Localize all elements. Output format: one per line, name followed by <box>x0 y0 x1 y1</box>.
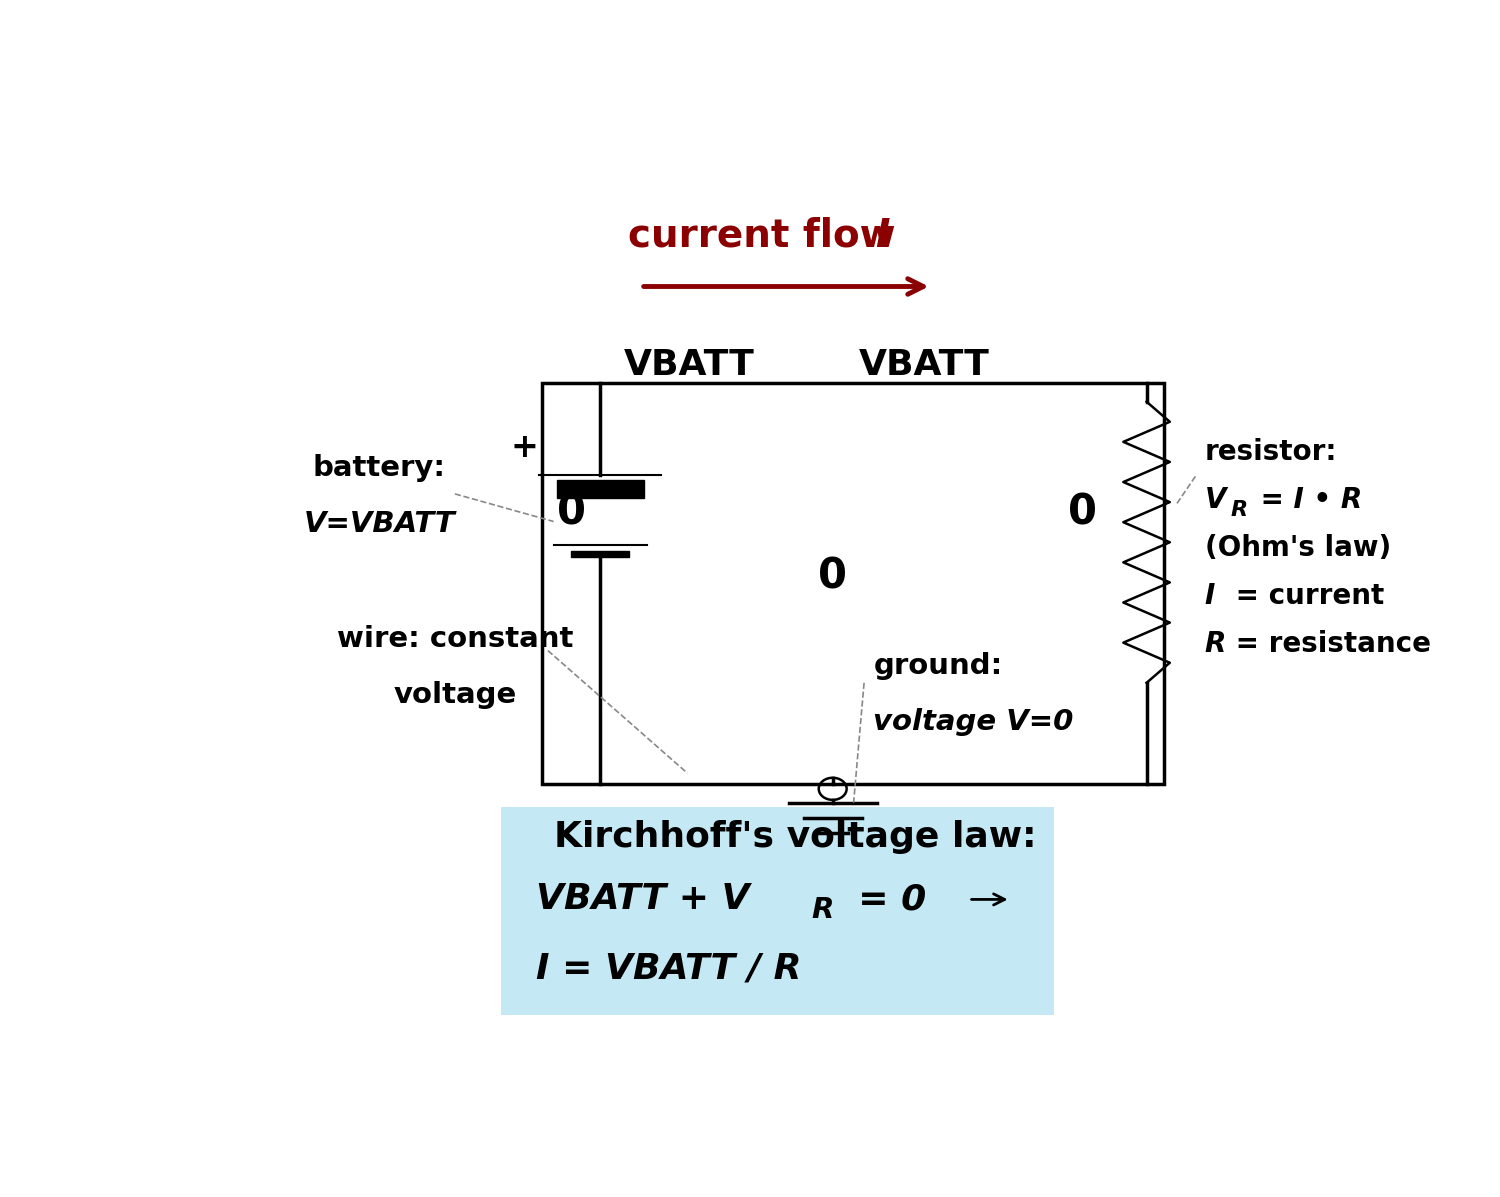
Text: ground:: ground: <box>873 652 1002 680</box>
Text: = resistance: = resistance <box>1226 630 1431 658</box>
Text: I: I <box>1204 582 1215 610</box>
Text: 0: 0 <box>1068 491 1096 534</box>
Text: I = VBATT / R: I = VBATT / R <box>537 952 801 985</box>
Text: V: V <box>1204 486 1225 515</box>
Text: = current: = current <box>1226 582 1385 610</box>
Text: = 0: = 0 <box>833 882 926 917</box>
Bar <box>501 807 1053 1015</box>
Text: current flow: current flow <box>628 217 909 255</box>
Text: R: R <box>812 897 834 924</box>
Text: 0: 0 <box>818 555 848 597</box>
Text: voltage V=0: voltage V=0 <box>873 709 1074 736</box>
Text: wire: constant: wire: constant <box>336 625 573 652</box>
Text: VBATT: VBATT <box>624 348 754 382</box>
Bar <box>556 480 644 498</box>
Text: = I • R: = I • R <box>1251 486 1362 515</box>
Text: Kirchhoff's voltage law:: Kirchhoff's voltage law: <box>554 820 1036 853</box>
Text: R: R <box>1230 499 1248 519</box>
Bar <box>542 383 1164 784</box>
Text: +: + <box>510 431 538 464</box>
Text: 0: 0 <box>556 491 585 534</box>
Text: (Ohm's law): (Ohm's law) <box>1204 534 1390 563</box>
Bar <box>572 551 630 557</box>
Text: resistor:: resistor: <box>1204 438 1336 467</box>
Text: V=VBATT: V=VBATT <box>303 510 454 539</box>
Text: VBATT: VBATT <box>858 348 990 382</box>
Text: battery:: battery: <box>314 454 446 482</box>
Text: I: I <box>876 217 890 255</box>
Text: voltage: voltage <box>393 681 516 709</box>
Text: R: R <box>1204 630 1225 658</box>
Text: VBATT + V: VBATT + V <box>537 882 750 917</box>
